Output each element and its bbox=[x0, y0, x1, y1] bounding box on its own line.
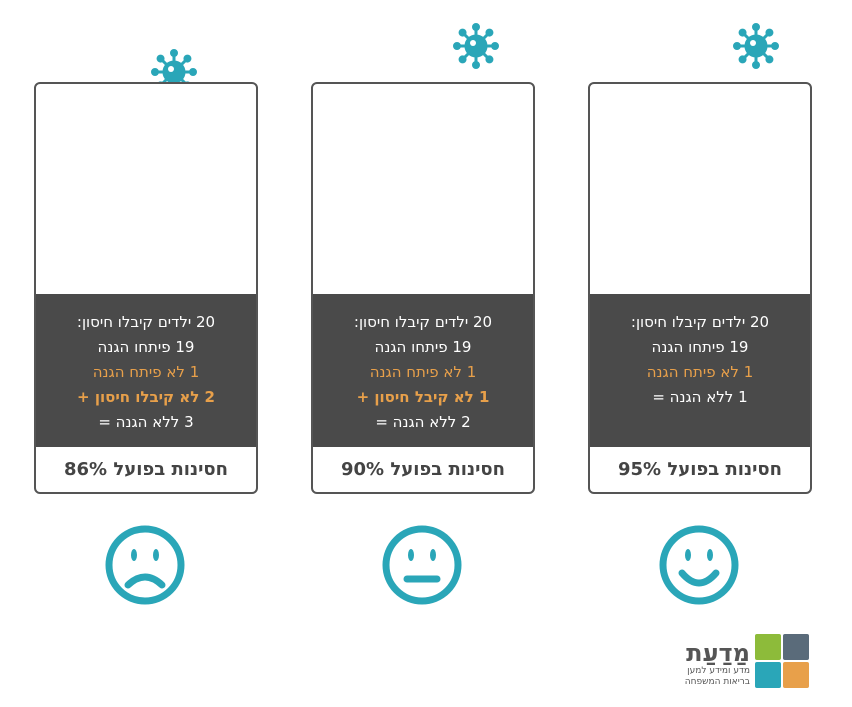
virus-tip bbox=[485, 55, 494, 64]
children-group bbox=[590, 84, 810, 294]
virus-tip bbox=[458, 28, 467, 37]
children-group bbox=[313, 84, 533, 294]
text-line: 1 לא פיתח הגנה bbox=[369, 363, 477, 381]
logo-tile bbox=[755, 634, 781, 660]
face-eye bbox=[707, 549, 713, 561]
panel: 20 ילדים קיבלו חיסון: 19 פיתחו הגנה 1 לא פ… bbox=[311, 82, 535, 494]
logo-tagline: בריאות המשפחה bbox=[684, 677, 750, 687]
face-outline bbox=[659, 525, 739, 605]
text-line: 19 פיתחו הגנה bbox=[97, 338, 195, 356]
virus-tip bbox=[752, 61, 760, 69]
virus-tip bbox=[453, 42, 461, 50]
logo-tile bbox=[783, 634, 809, 660]
virus-tip bbox=[765, 55, 774, 64]
face-outline bbox=[382, 525, 462, 605]
face-eye bbox=[685, 549, 691, 561]
text-line: 1 לא קיבל חיסון + bbox=[356, 388, 490, 406]
virus-tip bbox=[733, 42, 741, 50]
virus-tip bbox=[472, 23, 480, 31]
face-eye bbox=[153, 549, 159, 561]
text-line: 19 פיתחו הגנה bbox=[651, 338, 749, 356]
virus-tip bbox=[170, 49, 178, 57]
effectiveness: חסינות בפועל 86% bbox=[63, 459, 229, 480]
text-line: 1 לא פיתח הגנה bbox=[92, 363, 200, 381]
virus-tip bbox=[765, 28, 774, 37]
virus-tip bbox=[472, 61, 480, 69]
logo: מַדַעַת מדע ומידע למען בריאות המשפחה bbox=[660, 640, 750, 688]
virus-tip bbox=[151, 68, 159, 76]
face-eye bbox=[430, 549, 436, 561]
logo-tile bbox=[755, 662, 781, 688]
face-outline bbox=[105, 525, 185, 605]
effectiveness: חסינות בפועל 95% bbox=[617, 459, 783, 480]
text-line: 20 ילדים קיבלו חיסון: bbox=[353, 313, 493, 331]
face-mouth bbox=[124, 573, 166, 589]
virus-tip bbox=[752, 23, 760, 31]
effectiveness: חסינות בפועל 90% bbox=[340, 459, 506, 480]
face-icon bbox=[382, 525, 462, 605]
face-mouth bbox=[678, 569, 720, 587]
text-line: 1 לא פיתח הגנה bbox=[646, 363, 754, 381]
text-line: 1 ללא הגנה = bbox=[652, 388, 748, 406]
text-line: 2 לא קיבלו חיסון + bbox=[77, 388, 215, 406]
virus-tip bbox=[458, 55, 467, 64]
virus-tip bbox=[183, 54, 192, 63]
virus-tip bbox=[738, 28, 747, 37]
logo-tagline: מדע ומידע למען bbox=[687, 666, 750, 676]
virus-core bbox=[162, 60, 186, 84]
virus-tip bbox=[156, 54, 165, 63]
virus-icon bbox=[733, 23, 779, 69]
face-icon bbox=[659, 525, 739, 605]
face-icon bbox=[105, 525, 185, 605]
virus-tip bbox=[738, 55, 747, 64]
logo-tile bbox=[783, 662, 809, 688]
logo-name: מַדַעַת bbox=[686, 639, 750, 667]
text-line: 20 ילדים קיבלו חיסון: bbox=[630, 313, 770, 331]
panel: 20 ילדים קיבלו חיסון: 19 פיתחו הגנה 1 לא פ… bbox=[34, 82, 258, 494]
virus-icon bbox=[453, 23, 499, 69]
face-eye bbox=[408, 549, 414, 561]
text-box: 20 ילדים קיבלו חיסון: 19 פיתחו הגנה 1 לא פ… bbox=[36, 294, 256, 447]
text-box: 20 ילדים קיבלו חיסון: 19 פיתחו הגנה 1 לא פ… bbox=[590, 294, 810, 447]
text-line: 19 פיתחו הגנה bbox=[374, 338, 472, 356]
text-line: 3 ללא הגנה = bbox=[98, 413, 194, 431]
text-line: 20 ילדים קיבלו חיסון: bbox=[76, 313, 216, 331]
virus-tip bbox=[771, 42, 779, 50]
virus-spot bbox=[750, 40, 756, 46]
virus-tip bbox=[189, 68, 197, 76]
virus-core bbox=[744, 34, 768, 58]
panel: 20 ילדים קיבלו חיסון: 19 פיתחו הגנה 1 לא פ… bbox=[588, 82, 812, 494]
virus-spot bbox=[168, 66, 174, 72]
text-box: 20 ילדים קיבלו חיסון: 19 פיתחו הגנה 1 לא פ… bbox=[313, 294, 533, 447]
virus-core bbox=[464, 34, 488, 58]
children-group bbox=[36, 84, 256, 294]
virus-tip bbox=[485, 28, 494, 37]
face-eye bbox=[131, 549, 137, 561]
virus-spot bbox=[470, 40, 476, 46]
virus-tip bbox=[491, 42, 499, 50]
text-line: 2 ללא הגנה = bbox=[375, 413, 471, 431]
